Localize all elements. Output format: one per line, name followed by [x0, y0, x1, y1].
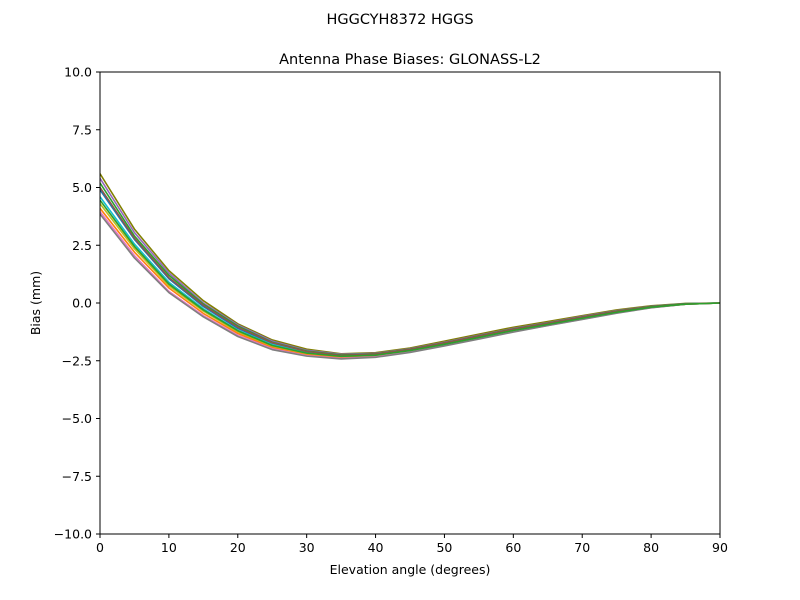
x-tick-label: 0 [96, 540, 104, 555]
x-tick-label: 10 [161, 540, 177, 555]
y-tick-label: −2.5 [62, 353, 92, 368]
y-tick-label: −10.0 [54, 527, 92, 542]
series-line-1 [100, 173, 720, 355]
x-tick-label: 50 [436, 540, 452, 555]
series-line-6 [100, 203, 720, 358]
series-line-11 [100, 199, 720, 358]
chart-suptitle: HGGCYH8372 HGGS [326, 12, 473, 28]
series-line-10 [100, 187, 720, 357]
y-axis-label: Bias (mm) [28, 271, 43, 335]
series-layer [100, 173, 720, 360]
y-tick-label: −7.5 [62, 469, 92, 484]
x-axis-label: Elevation angle (degrees) [330, 562, 491, 577]
y-tick-label: 10.0 [64, 65, 92, 80]
x-tick-label: 60 [505, 540, 521, 555]
x-tick-label: 90 [712, 540, 728, 555]
x-tick-label: 20 [230, 540, 246, 555]
x-tick-label: 80 [643, 540, 659, 555]
series-line-4 [100, 189, 720, 357]
x-axis: 0 10 20 30 40 50 60 70 80 90 [96, 534, 728, 555]
chart-title: Antenna Phase Biases: GLONASS-L2 [279, 52, 541, 68]
y-tick-label: 0.0 [72, 296, 92, 311]
x-tick-label: 30 [299, 540, 315, 555]
series-line-7 [100, 207, 720, 359]
y-tick-label: −5.0 [62, 411, 92, 426]
y-tick-label: 2.5 [72, 238, 92, 253]
y-tick-label: 5.0 [72, 180, 92, 195]
y-axis: −10.0 −7.5 −5.0 −2.5 0.0 2.5 5.0 7.5 10.0 [54, 65, 100, 542]
series-line-3 [100, 182, 720, 356]
x-tick-label: 70 [574, 540, 590, 555]
series-line-5 [100, 196, 720, 357]
plot-area [99, 71, 721, 535]
y-tick-label: 7.5 [72, 122, 92, 137]
series-line-2 [100, 177, 720, 356]
x-tick-label: 40 [368, 540, 384, 555]
series-line-9 [100, 213, 720, 360]
series-line-8 [100, 211, 720, 360]
